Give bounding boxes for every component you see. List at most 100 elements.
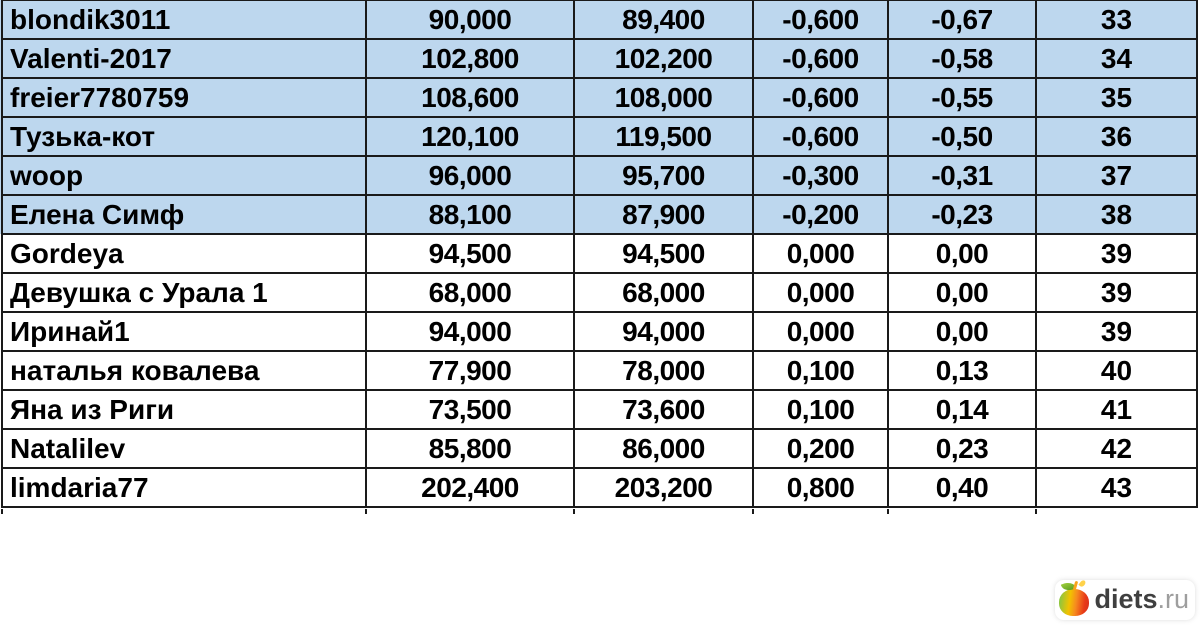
start-weight-cell: 88,100 <box>365 194 575 235</box>
participant-name-cell: Елена Симф <box>1 194 367 235</box>
change-pct-cell: -0,31 <box>887 155 1037 196</box>
start-weight-cell: 120,100 <box>365 116 575 157</box>
participant-name-cell: Девушка с Урала 1 <box>1 272 367 313</box>
rank-cell: 43 <box>1035 467 1198 508</box>
table-row: limdaria77 202,400 203,200 0,800 0,40 43 <box>1 467 1198 508</box>
rank-cell: 34 <box>1035 38 1198 79</box>
current-weight-cell: 87,900 <box>573 194 754 235</box>
logo-wordmark: diets.ru <box>1094 586 1189 613</box>
participant-name-cell: Тузька-кот <box>1 116 367 157</box>
table-row: Natalilev 85,800 86,000 0,200 0,23 42 <box>1 428 1198 469</box>
participant-name-cell: freier7780759 <box>1 77 367 118</box>
participant-name-cell: Яна из Риги <box>1 389 367 430</box>
current-weight-cell: 86,000 <box>573 428 754 469</box>
rank-cell: 38 <box>1035 194 1198 235</box>
cropped-gridline-stub <box>573 509 575 514</box>
rank-cell: 42 <box>1035 428 1198 469</box>
start-weight-cell: 108,600 <box>365 77 575 118</box>
rank-cell: 33 <box>1035 0 1198 40</box>
rank-cell: 37 <box>1035 155 1198 196</box>
cropped-gridline-stub <box>887 509 889 514</box>
participant-name-cell: Valenti-2017 <box>1 38 367 79</box>
diets-ru-logo-link[interactable]: diets.ru <box>1055 579 1195 620</box>
change-kg-cell: -0,300 <box>752 155 889 196</box>
table-row: blondik3011 90,000 89,400 -0,600 -0,67 3… <box>1 0 1198 40</box>
participant-name-cell: Gordeya <box>1 233 367 274</box>
rank-cell: 39 <box>1035 311 1198 352</box>
start-weight-cell: 202,400 <box>365 467 575 508</box>
start-weight-cell: 90,000 <box>365 0 575 40</box>
logo-site-name: diets <box>1094 584 1158 614</box>
change-pct-cell: -0,55 <box>887 77 1037 118</box>
change-pct-cell: 0,00 <box>887 272 1037 313</box>
current-weight-cell: 102,200 <box>573 38 754 79</box>
cropped-gridline-stub <box>1 509 3 514</box>
rank-cell: 36 <box>1035 116 1198 157</box>
table-row: Яна из Риги 73,500 73,600 0,100 0,14 41 <box>1 389 1198 430</box>
change-kg-cell: 0,000 <box>752 233 889 274</box>
participant-name-cell: woop <box>1 155 367 196</box>
change-kg-cell: -0,600 <box>752 38 889 79</box>
change-kg-cell: 0,100 <box>752 389 889 430</box>
start-weight-cell: 68,000 <box>365 272 575 313</box>
cropped-gridline-stub <box>365 509 367 514</box>
participant-name-cell: blondik3011 <box>1 0 367 40</box>
current-weight-cell: 108,000 <box>573 77 754 118</box>
logo-tld: .ru <box>1157 584 1189 614</box>
change-kg-cell: 0,000 <box>752 272 889 313</box>
change-kg-cell: -0,600 <box>752 0 889 40</box>
change-pct-cell: 0,00 <box>887 233 1037 274</box>
table-row: Тузька-кот 120,100 119,500 -0,600 -0,50 … <box>1 116 1198 157</box>
table-row: Иринай1 94,000 94,000 0,000 0,00 39 <box>1 311 1198 352</box>
change-pct-cell: 0,14 <box>887 389 1037 430</box>
change-pct-cell: 0,40 <box>887 467 1037 508</box>
cropped-left-column-sliver <box>0 0 2 234</box>
table-row: Елена Симф 88,100 87,900 -0,200 -0,23 38 <box>1 194 1198 235</box>
start-weight-cell: 77,900 <box>365 350 575 391</box>
apple-icon <box>1059 579 1090 616</box>
change-kg-cell: 0,200 <box>752 428 889 469</box>
start-weight-cell: 94,500 <box>365 233 575 274</box>
change-kg-cell: -0,600 <box>752 77 889 118</box>
current-weight-cell: 73,600 <box>573 389 754 430</box>
change-pct-cell: -0,50 <box>887 116 1037 157</box>
change-kg-cell: -0,600 <box>752 116 889 157</box>
change-pct-cell: -0,58 <box>887 38 1037 79</box>
table-row: Gordeya 94,500 94,500 0,000 0,00 39 <box>1 233 1198 274</box>
current-weight-cell: 89,400 <box>573 0 754 40</box>
current-weight-cell: 119,500 <box>573 116 754 157</box>
change-pct-cell: 0,00 <box>887 311 1037 352</box>
start-weight-cell: 96,000 <box>365 155 575 196</box>
current-weight-cell: 94,000 <box>573 311 754 352</box>
current-weight-cell: 78,000 <box>573 350 754 391</box>
table-row: наталья ковалева 77,900 78,000 0,100 0,1… <box>1 350 1198 391</box>
start-weight-cell: 102,800 <box>365 38 575 79</box>
current-weight-cell: 68,000 <box>573 272 754 313</box>
start-weight-cell: 85,800 <box>365 428 575 469</box>
change-kg-cell: -0,200 <box>752 194 889 235</box>
current-weight-cell: 94,500 <box>573 233 754 274</box>
table-row: freier7780759 108,600 108,000 -0,600 -0,… <box>1 77 1198 118</box>
weight-leaderboard-table: blondik3011 90,000 89,400 -0,600 -0,67 3… <box>1 0 1198 508</box>
table-row: Valenti-2017 102,800 102,200 -0,600 -0,5… <box>1 38 1198 79</box>
start-weight-cell: 94,000 <box>365 311 575 352</box>
cropped-gridline-stub <box>752 509 754 514</box>
rank-cell: 41 <box>1035 389 1198 430</box>
table-row: woop 96,000 95,700 -0,300 -0,31 37 <box>1 155 1198 196</box>
rank-cell: 39 <box>1035 233 1198 274</box>
start-weight-cell: 73,500 <box>365 389 575 430</box>
change-pct-cell: 0,13 <box>887 350 1037 391</box>
change-kg-cell: 0,100 <box>752 350 889 391</box>
current-weight-cell: 203,200 <box>573 467 754 508</box>
participant-name-cell: Natalilev <box>1 428 367 469</box>
participant-name-cell: наталья ковалева <box>1 350 367 391</box>
rank-cell: 35 <box>1035 77 1198 118</box>
change-pct-cell: 0,23 <box>887 428 1037 469</box>
participant-name-cell: Иринай1 <box>1 311 367 352</box>
rank-cell: 40 <box>1035 350 1198 391</box>
current-weight-cell: 95,700 <box>573 155 754 196</box>
cropped-gridline-stub <box>1035 509 1037 514</box>
rank-cell: 39 <box>1035 272 1198 313</box>
change-kg-cell: 0,000 <box>752 311 889 352</box>
